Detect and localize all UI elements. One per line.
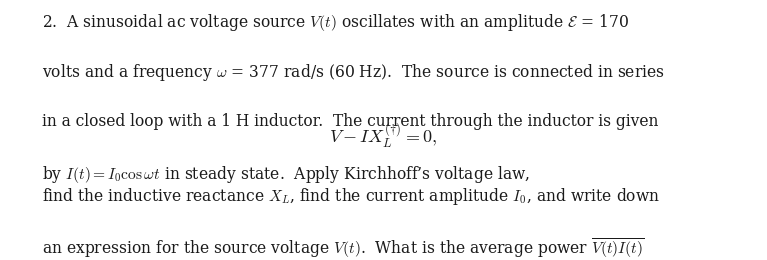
Text: 2.  A sinusoidal ac voltage source $V(t)$ oscillates with an amplitude $\mathcal: 2. A sinusoidal ac voltage source $V(t)$… bbox=[42, 12, 629, 33]
Text: find the inductive reactance $X_L$, find the current amplitude $I_0$, and write : find the inductive reactance $X_L$, find… bbox=[42, 186, 660, 207]
Text: $V - IX_L^{(\dagger)} = 0,$: $V - IX_L^{(\dagger)} = 0,$ bbox=[329, 122, 438, 151]
Text: by $I(t) = I_0\cos\omega t$ in steady state.  Apply Kirchhoff’s voltage law,: by $I(t) = I_0\cos\omega t$ in steady st… bbox=[42, 164, 530, 185]
Text: volts and a frequency $\omega$ = 377 rad/s (60 Hz).  The source is connected in : volts and a frequency $\omega$ = 377 rad… bbox=[42, 62, 665, 83]
Text: in a closed loop with a 1 H inductor.  The current through the inductor is given: in a closed loop with a 1 H inductor. Th… bbox=[42, 113, 659, 130]
Text: an expression for the source voltage $V(t)$.  What is the average power $\overli: an expression for the source voltage $V(… bbox=[42, 237, 644, 260]
